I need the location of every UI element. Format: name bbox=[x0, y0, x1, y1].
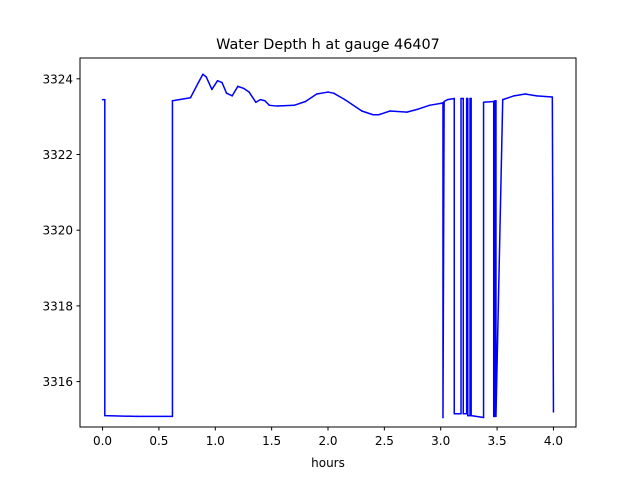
data-point bbox=[495, 100, 497, 102]
data-point bbox=[171, 415, 174, 418]
data-point bbox=[462, 413, 465, 415]
data-point bbox=[197, 81, 200, 84]
data-point bbox=[469, 97, 471, 100]
y-axis-ticks: 3316 3318 3320 3322 3324 bbox=[42, 72, 80, 389]
data-point bbox=[211, 88, 213, 91]
x-tick-label: 2.5 bbox=[375, 434, 394, 448]
y-tick-label: 3318 bbox=[42, 299, 73, 313]
data-point bbox=[315, 93, 318, 95]
data-point bbox=[453, 97, 455, 100]
x-tick-label: 4.0 bbox=[544, 434, 563, 448]
data-point bbox=[372, 114, 374, 116]
data-point bbox=[470, 97, 472, 100]
data-point bbox=[446, 98, 449, 101]
data-point bbox=[248, 91, 250, 93]
data-point bbox=[417, 108, 419, 110]
x-tick-label: 2.0 bbox=[318, 434, 337, 448]
x-tick-label: 1.0 bbox=[206, 434, 225, 448]
data-point bbox=[467, 97, 469, 100]
data-point bbox=[171, 100, 174, 102]
data-point bbox=[470, 414, 472, 417]
data-point bbox=[389, 110, 391, 112]
data-point bbox=[494, 415, 496, 418]
data-point bbox=[462, 97, 465, 100]
data-point bbox=[255, 101, 257, 104]
x-tick-label: 0.5 bbox=[149, 434, 168, 448]
data-point bbox=[327, 91, 329, 93]
plot-area bbox=[80, 58, 576, 427]
data-point bbox=[344, 98, 346, 101]
data-point bbox=[225, 92, 228, 94]
x-tick-label: 0.0 bbox=[93, 434, 112, 448]
data-point bbox=[189, 96, 192, 99]
data-point bbox=[442, 101, 444, 104]
data-point bbox=[551, 96, 554, 98]
data-point bbox=[443, 100, 445, 103]
data-point bbox=[237, 85, 239, 88]
data-point bbox=[465, 97, 468, 100]
y-tick-label: 3324 bbox=[42, 72, 73, 86]
x-tick-label: 3.5 bbox=[488, 434, 507, 448]
data-point bbox=[482, 101, 485, 104]
data-point bbox=[276, 105, 279, 107]
data-point bbox=[552, 411, 555, 413]
data-point bbox=[465, 413, 468, 415]
data-point bbox=[524, 93, 527, 95]
plot-frame bbox=[79, 57, 577, 428]
data-point bbox=[293, 104, 295, 107]
y-tick-label: 3316 bbox=[42, 375, 73, 389]
data-point bbox=[482, 416, 485, 419]
data-point bbox=[259, 98, 262, 101]
data-point bbox=[460, 413, 462, 415]
data-point bbox=[101, 98, 104, 101]
x-tick-label: 3.0 bbox=[431, 434, 450, 448]
data-point bbox=[467, 414, 469, 417]
data-point bbox=[442, 416, 444, 419]
data-point bbox=[221, 81, 223, 84]
data-point bbox=[492, 415, 495, 418]
data-point bbox=[495, 415, 497, 418]
x-axis-ticks: 0.0 0.5 1.0 1.5 2.0 2.5 3.0 3.5 4.0 bbox=[93, 427, 563, 448]
data-point bbox=[428, 104, 431, 107]
data-point bbox=[205, 76, 207, 78]
data-point bbox=[361, 110, 363, 112]
data-point bbox=[202, 73, 204, 76]
data-point bbox=[135, 415, 138, 418]
data-point bbox=[104, 414, 106, 417]
data-point bbox=[469, 414, 471, 417]
data-point bbox=[216, 79, 219, 82]
x-tick-label: 1.5 bbox=[262, 434, 281, 448]
y-tick-label: 3322 bbox=[42, 148, 73, 162]
data-point bbox=[494, 100, 496, 102]
data-point bbox=[264, 100, 266, 102]
data-point bbox=[535, 95, 538, 97]
data-point bbox=[332, 92, 335, 94]
data-point bbox=[460, 97, 462, 100]
data-point bbox=[377, 114, 380, 116]
data-point bbox=[513, 95, 515, 97]
x-axis-label: hours bbox=[311, 456, 345, 470]
data-point bbox=[406, 111, 408, 113]
data-point bbox=[242, 87, 245, 90]
data-point bbox=[268, 104, 271, 107]
data-point bbox=[231, 95, 233, 97]
data-point bbox=[501, 98, 504, 101]
data-point bbox=[104, 98, 106, 101]
data-point bbox=[304, 100, 307, 103]
data-point bbox=[439, 102, 442, 105]
chart-title: Water Depth h at gauge 46407 bbox=[216, 37, 440, 53]
series-layer bbox=[101, 73, 555, 419]
y-tick-label: 3320 bbox=[42, 224, 73, 238]
data-point bbox=[492, 100, 495, 103]
data-point bbox=[453, 413, 455, 415]
